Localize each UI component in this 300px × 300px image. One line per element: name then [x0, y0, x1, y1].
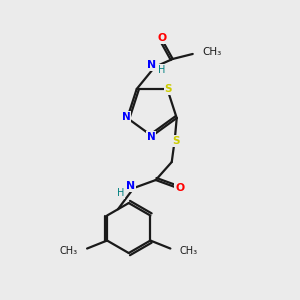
Text: N: N	[122, 112, 130, 122]
Text: N: N	[147, 132, 155, 142]
Text: N: N	[126, 181, 135, 191]
Text: N: N	[147, 60, 156, 70]
Text: CH₃: CH₃	[203, 47, 222, 57]
Text: O: O	[157, 33, 166, 43]
Text: O: O	[175, 183, 184, 193]
Text: CH₃: CH₃	[179, 245, 197, 256]
Text: H: H	[117, 188, 124, 198]
Text: S: S	[172, 136, 179, 146]
Text: CH₃: CH₃	[60, 245, 78, 256]
Text: S: S	[164, 84, 172, 94]
Text: H: H	[158, 65, 165, 75]
